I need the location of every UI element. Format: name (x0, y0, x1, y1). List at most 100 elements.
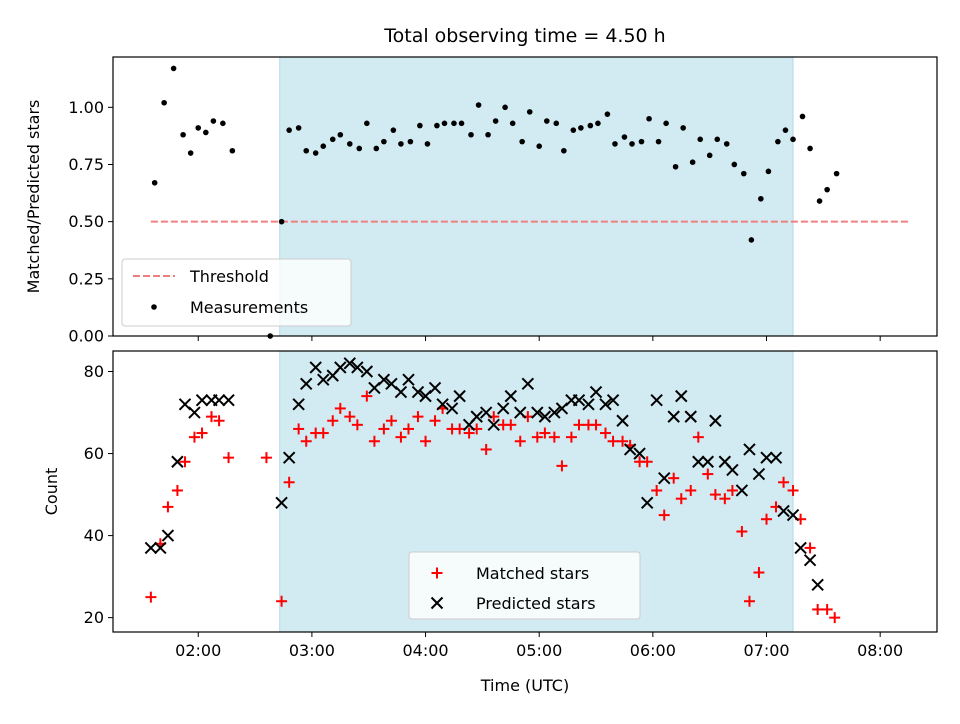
matched-star-point (293, 423, 305, 435)
predicted-star-point (470, 410, 483, 423)
measurement-point (434, 122, 440, 129)
matched-star-point (804, 542, 816, 554)
measurement-point (790, 136, 796, 143)
predicted-star-point (658, 471, 671, 485)
measurement-point (329, 136, 336, 143)
measurement-point (612, 141, 618, 147)
predicted-star-point (351, 361, 364, 374)
predicted-star-point (453, 389, 466, 403)
matched-star-point (378, 423, 390, 435)
matched-star-point (395, 431, 407, 443)
top-y-tick-label: 1.00 (68, 98, 104, 117)
measurement-point (578, 125, 584, 131)
matched-star-point (454, 423, 466, 435)
predicted-star-point (760, 451, 773, 464)
matched-star-point (651, 484, 663, 496)
predicted-star-point (479, 406, 493, 419)
measurement-point (278, 218, 285, 225)
matched-star-point (344, 411, 356, 423)
matched-star-point (188, 431, 200, 443)
predicted-star-point (171, 455, 184, 468)
matched-star-point (736, 525, 748, 537)
measurement-point (526, 109, 533, 115)
predicted-star-point (726, 463, 739, 477)
measurement-point (638, 138, 645, 145)
matched-star-point (641, 456, 653, 468)
measurement-point (765, 168, 772, 175)
matched-star-point (412, 411, 424, 423)
predicted-star-point (692, 455, 705, 468)
matched-star-point (829, 612, 841, 624)
measurement-point (587, 122, 594, 129)
matched-star-point (420, 435, 432, 447)
bottom-y-tick-label: 40 (84, 526, 104, 545)
matched-star-point (361, 390, 373, 402)
predicted-star-point (222, 394, 235, 407)
predicted-star-point (275, 496, 288, 509)
measurement-point (468, 131, 474, 138)
measurement-point (441, 120, 448, 127)
legend-threshold-label: Threshold (189, 267, 269, 286)
x-tick-label: 02:00 (175, 641, 221, 660)
matched-star-point (206, 411, 218, 423)
measurement-point (655, 138, 662, 145)
measurement-point (621, 134, 628, 140)
matched-star-point (812, 603, 824, 615)
top-y-tick-label: 0.00 (68, 327, 104, 346)
top-y-tick-label: 0.25 (68, 269, 104, 288)
measurement-point (398, 141, 404, 147)
measurement-point (697, 136, 704, 143)
measurement-point (740, 170, 747, 177)
matched-star-point (668, 472, 680, 484)
measurement-point (417, 122, 423, 129)
matched-star-point (171, 484, 183, 496)
x-axis-label: Time (UTC) (480, 676, 569, 695)
predicted-star-point (411, 385, 425, 399)
top-y-axis-label: Matched/Predicted stars (24, 100, 43, 294)
predicted-star-point (154, 541, 167, 555)
predicted-star-point (633, 447, 646, 460)
matched-star-point (514, 435, 526, 447)
legend-matched-swatch (431, 567, 443, 579)
matched-star-point (539, 427, 551, 439)
x-tick-label: 06:00 (630, 641, 676, 660)
bottom-axes-frame (112, 350, 938, 633)
measurement-point (680, 125, 686, 131)
measurement-point (203, 129, 209, 136)
predicted-star-point (752, 467, 766, 481)
top-axes-frame (112, 56, 938, 337)
measurement-point (320, 143, 327, 149)
predicted-star-point (292, 398, 305, 411)
measurement-point (782, 127, 789, 133)
matched-star-point (692, 431, 704, 443)
top-shaded-interval (279, 56, 794, 337)
matched-star-point (709, 489, 721, 501)
matched-star-point (658, 509, 670, 521)
legend-measurements-swatch (151, 304, 157, 310)
matched-star-point (531, 431, 543, 443)
predicted-star-point (504, 389, 518, 403)
matched-star-point (385, 415, 397, 427)
predicted-star-point (531, 406, 544, 419)
measurement-point (286, 127, 292, 133)
ratio-panel: 0.00 0.25 0.50 0.75 1.00 Matched/Predicted s… (24, 56, 938, 346)
matched-star-point (565, 431, 577, 443)
measurement-point (663, 120, 669, 127)
measurement-point (390, 127, 397, 133)
matched-star-point (403, 423, 415, 435)
matched-star-point (283, 476, 295, 488)
measurement-point (689, 159, 696, 165)
predicted-star-point (650, 394, 663, 407)
matched-star-point (463, 427, 475, 439)
measurement-point (337, 131, 344, 138)
measurement-point (723, 141, 730, 147)
matched-star-point (429, 415, 441, 427)
measurement-point (816, 198, 823, 204)
measurement-point (799, 113, 806, 120)
matched-star-point (600, 427, 612, 439)
x-tick-label: 04:00 (402, 641, 448, 660)
measurement-point (458, 120, 465, 127)
predicted-star-point (188, 406, 201, 419)
x-tick-label: 05:00 (516, 641, 562, 660)
